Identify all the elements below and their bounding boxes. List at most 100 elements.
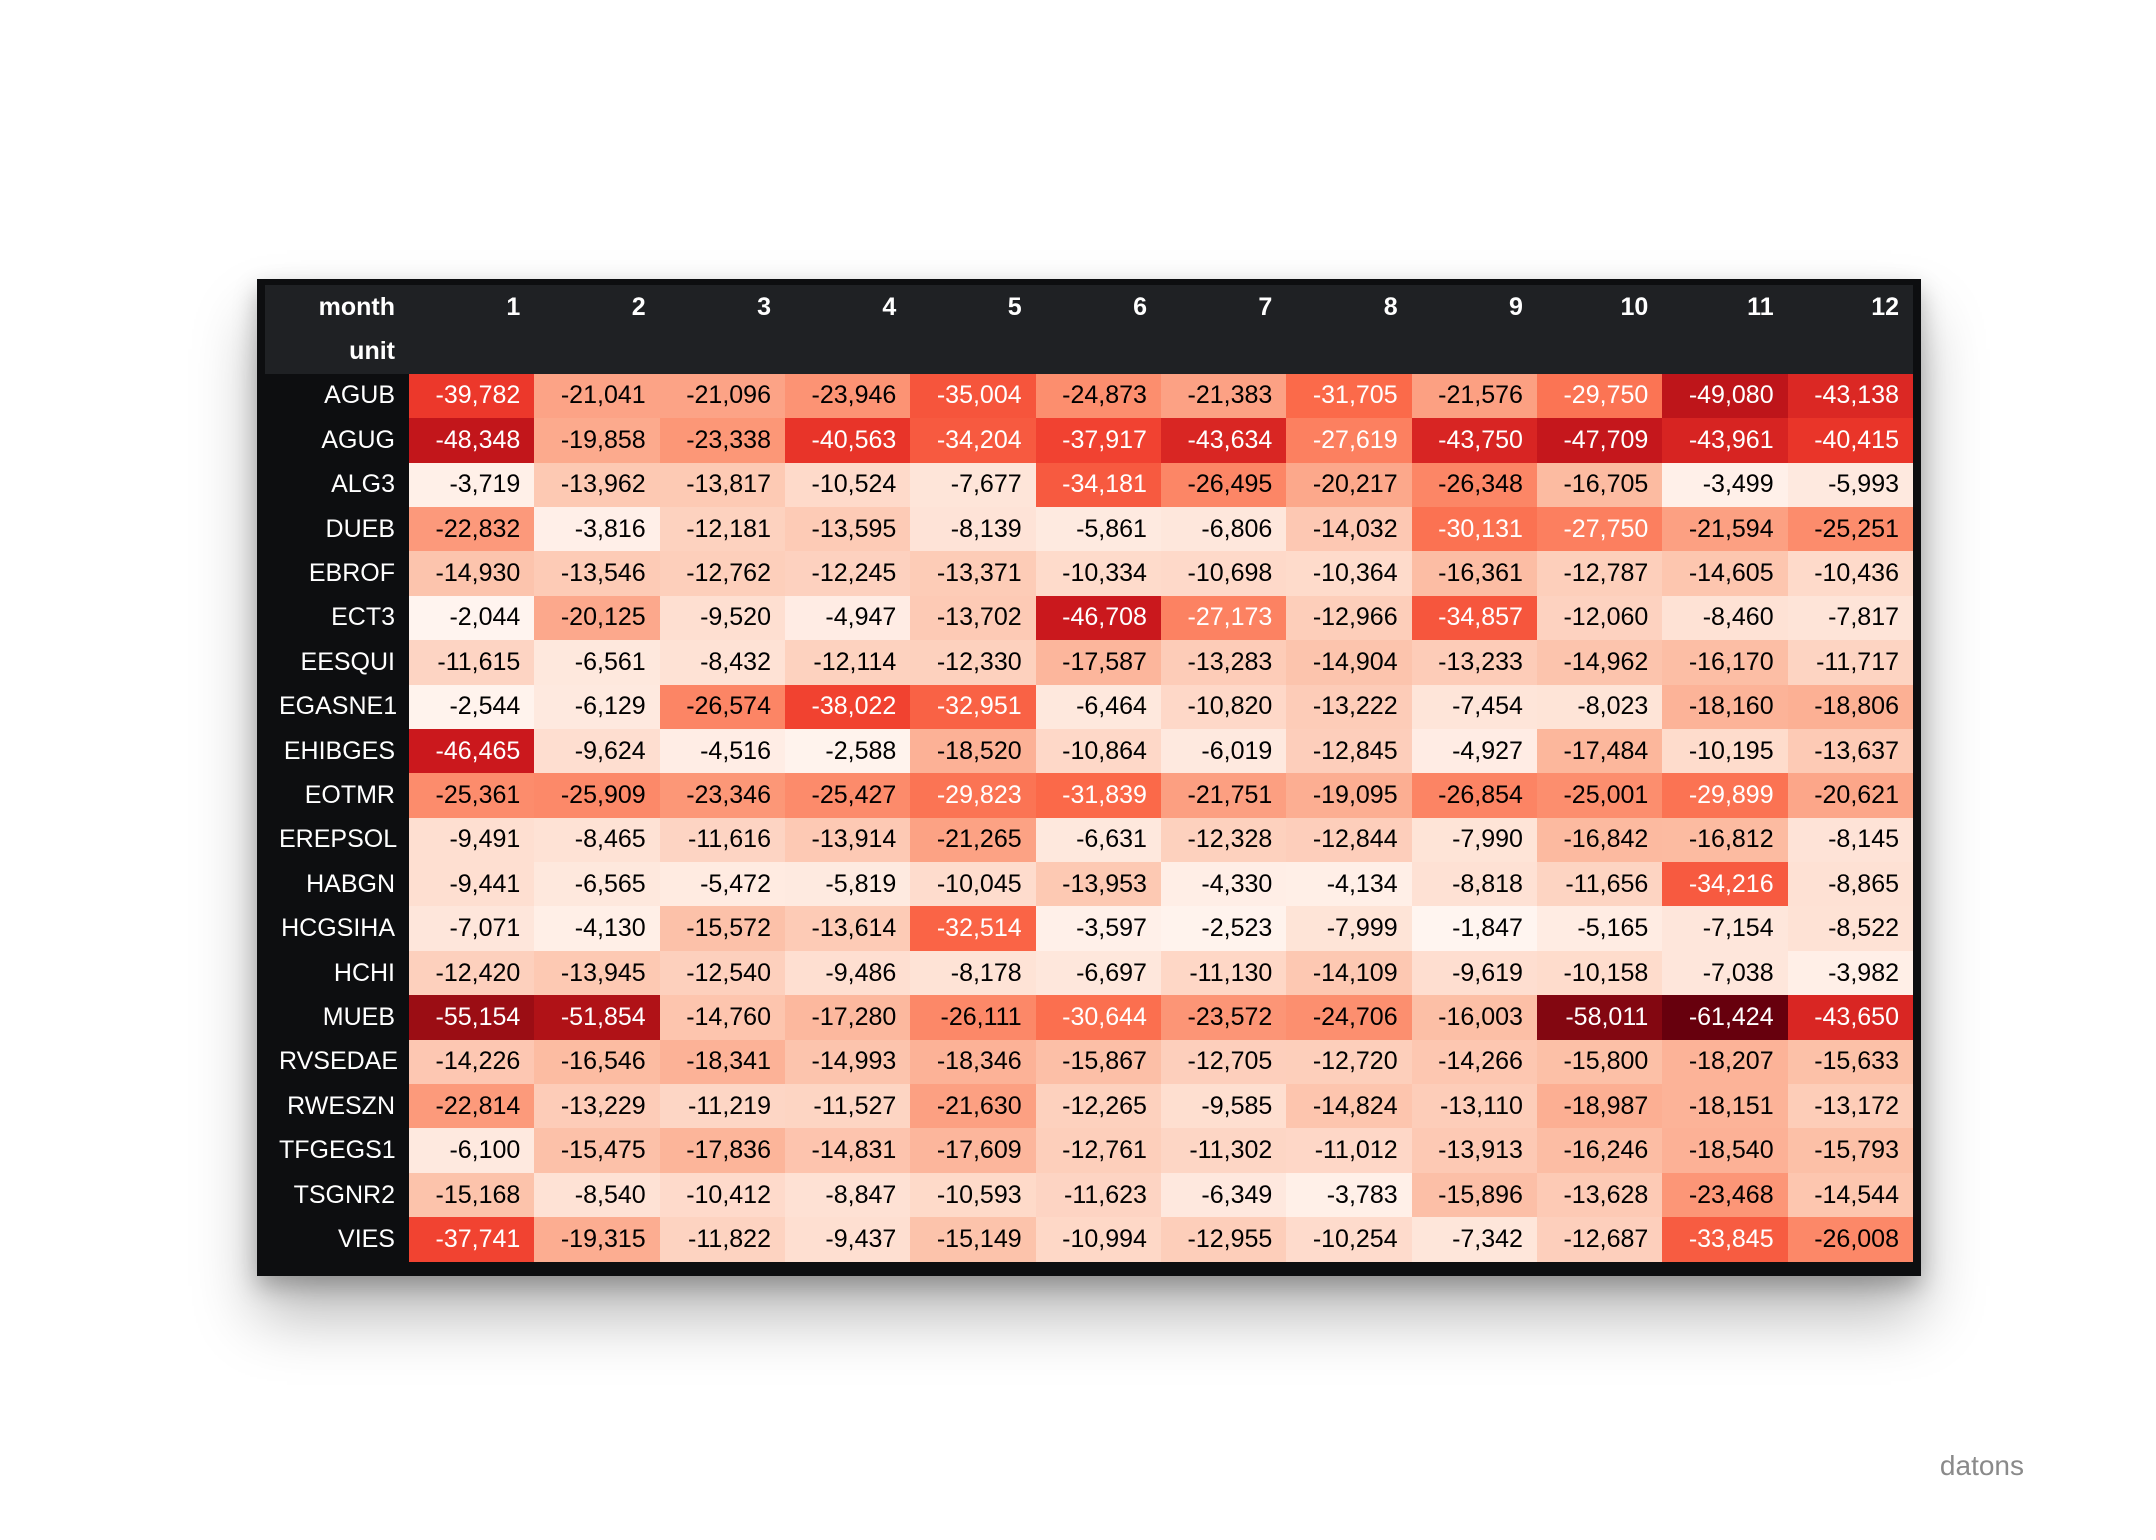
table-row: VIES -37,741 -19,315 -11,822 -9,437 -15,149 -1…: [265, 1217, 1913, 1262]
heatmap-cell: -10,364: [1286, 551, 1412, 596]
column-header-11: 11: [1662, 285, 1788, 330]
heatmap-cell: -3,719: [409, 462, 535, 507]
heatmap-cell: -11,717: [1787, 640, 1913, 685]
heatmap-cell: -27,173: [1160, 595, 1287, 641]
heatmap-cell: -6,129: [534, 684, 660, 729]
heatmap-cell: -18,151: [1662, 1084, 1788, 1129]
heatmap-cell: -26,008: [1787, 1217, 1913, 1262]
heatmap-cell: -15,867: [1035, 1039, 1161, 1085]
heatmap-cell: -12,420: [409, 950, 535, 996]
table-row: HCHI -12,420 -13,945 -12,540 -9,486 -8,178 -6,…: [265, 950, 1913, 996]
heatmap-cell: -4,330: [1160, 862, 1287, 907]
heatmap-cell: -25,251: [1787, 506, 1913, 552]
heatmap-cell: -3,982: [1787, 950, 1913, 996]
table-row: EOTMR -25,361 -25,909 -23,346 -25,427 -29,823…: [265, 773, 1913, 818]
heatmap-cell: -13,229: [534, 1084, 660, 1129]
heatmap-cell: -10,436: [1787, 551, 1913, 596]
row-label: EGASNE1: [265, 684, 409, 729]
heatmap-cell: -15,800: [1536, 1039, 1663, 1085]
table-row: DUEB -22,832 -3,816 -12,181 -13,595 -8,139 -5,…: [265, 506, 1913, 552]
table-row: MUEB -55,154 -51,854 -14,760 -17,280 -26,111-…: [265, 995, 1913, 1040]
heatmap-cell: -18,987: [1536, 1084, 1663, 1129]
row-label: EREPSOL: [265, 817, 409, 863]
heatmap-cell: -35,004: [910, 373, 1036, 419]
heatmap-cell: -14,831: [784, 1128, 911, 1173]
heatmap-cell: -9,491: [409, 817, 535, 863]
heatmap-cell: -47,709: [1536, 418, 1663, 463]
heatmap-cell: -43,750: [1411, 418, 1537, 463]
row-label: EESQUI: [265, 640, 409, 685]
table-row: EGASNE1 -2,544 -6,129 -26,574 -38,022 -32,951…: [265, 684, 1913, 729]
heatmap-cell: -12,245: [784, 551, 911, 596]
heatmap-cell: -15,793: [1787, 1128, 1913, 1173]
heatmap-cell: -19,858: [534, 418, 660, 463]
header-spacer: [1035, 329, 1161, 374]
table-row: ECT3 -2,044 -20,125 -9,520 -4,947 -13,702 -46,…: [265, 595, 1913, 641]
heatmap-cell: -37,917: [1035, 418, 1161, 463]
heatmap-cell: -10,593: [910, 1172, 1036, 1218]
heatmap-cell: -12,687: [1536, 1217, 1663, 1262]
heatmap-cell: -18,806: [1787, 684, 1913, 729]
heatmap-cell: -11,130: [1160, 950, 1287, 996]
header-spacer: [1662, 329, 1788, 374]
heatmap-cell: -12,787: [1536, 551, 1663, 596]
heatmap-cell: -1,847: [1411, 906, 1537, 951]
heatmap-cell: -29,823: [910, 773, 1036, 818]
heatmap-cell: -12,966: [1286, 595, 1412, 641]
heatmap-cell: -20,217: [1286, 462, 1412, 507]
heatmap-cell: -25,427: [784, 773, 911, 818]
column-header-7: 7: [1160, 285, 1287, 330]
heatmap-cell: -3,816: [534, 506, 660, 552]
heatmap-cell: -2,588: [784, 728, 911, 774]
heatmap-cell: -20,125: [534, 595, 660, 641]
heatmap-cell: -46,465: [409, 728, 535, 774]
heatmap-cell: -5,819: [784, 862, 911, 907]
heatmap-cell: -26,854: [1411, 773, 1537, 818]
heatmap-cell: -43,138: [1787, 373, 1913, 419]
heatmap-cell: -12,845: [1286, 728, 1412, 774]
heatmap-cell: -13,914: [784, 817, 911, 863]
heatmap-cell: -11,219: [659, 1084, 785, 1129]
heatmap-cell: -51,854: [534, 995, 660, 1040]
heatmap-cell: -30,644: [1035, 995, 1161, 1040]
heatmap-cell: -32,951: [910, 684, 1036, 729]
heatmap-cell: -14,824: [1286, 1084, 1412, 1129]
heatmap-cell: -12,181: [659, 506, 785, 552]
heatmap-cell: -21,630: [910, 1084, 1036, 1129]
heatmap-cell: -12,114: [784, 640, 911, 685]
heatmap-cell: -8,865: [1787, 862, 1913, 907]
heatmap-cell: -13,233: [1411, 640, 1537, 685]
heatmap-cell: -10,412: [659, 1172, 785, 1218]
heatmap-cell: -26,574: [659, 684, 785, 729]
heatmap-cell: -13,628: [1536, 1172, 1663, 1218]
table-row: AGUB -39,782 -21,041 -21,096 -23,946 -35,004-…: [265, 373, 1913, 419]
heatmap-cell: -8,465: [534, 817, 660, 863]
heatmap-cell: -13,637: [1787, 728, 1913, 774]
heatmap-cell: -9,624: [534, 728, 660, 774]
heatmap-cell: -2,044: [409, 595, 535, 641]
heatmap-cell: -17,609: [910, 1128, 1036, 1173]
table-row: AGUG -48,348 -19,858 -23,338 -40,563 -34,204-…: [265, 418, 1913, 463]
heatmap-cell: -21,383: [1160, 373, 1287, 419]
heatmap-cell: -2,523: [1160, 906, 1287, 951]
heatmap-cell: -24,706: [1286, 995, 1412, 1040]
row-label: RWESZN: [265, 1084, 409, 1129]
heatmap-cell: -13,962: [534, 462, 660, 507]
heatmap-cell: -18,160: [1662, 684, 1788, 729]
heatmap-cell: -7,677: [910, 462, 1036, 507]
column-header-10: 10: [1536, 285, 1663, 330]
heatmap-cell: -8,460: [1662, 595, 1788, 641]
table-row: TFGEGS1 -6,100 -15,475 -17,836 -14,831 -17,60…: [265, 1128, 1913, 1173]
heatmap-cell: -14,962: [1536, 640, 1663, 685]
heatmap-cell: -24,873: [1035, 373, 1161, 419]
heatmap-cell: -38,022: [784, 684, 911, 729]
heatmap-cell: -13,222: [1286, 684, 1412, 729]
heatmap-cell: -17,484: [1536, 728, 1663, 774]
heatmap-cell: -6,349: [1160, 1172, 1287, 1218]
heatmap-cell: -14,760: [659, 995, 785, 1040]
heatmap-cell: -15,475: [534, 1128, 660, 1173]
heatmap-cell: -34,181: [1035, 462, 1161, 507]
heatmap-cell: -5,472: [659, 862, 785, 907]
heatmap-cell: -12,844: [1286, 817, 1412, 863]
heatmap-cell: -9,619: [1411, 950, 1537, 996]
